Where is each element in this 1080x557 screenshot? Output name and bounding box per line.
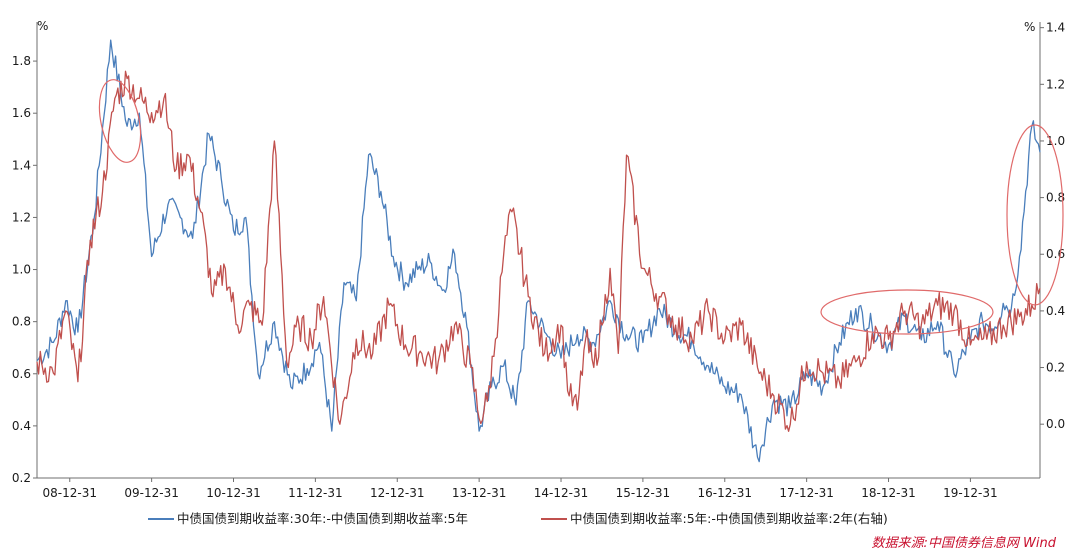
right-tick-label: 1.2	[1046, 77, 1065, 91]
left-tick-label: 0.8	[12, 315, 31, 329]
legend-label-5y-2y: 中债国债到期收益率:5年:-中债国债到期收益率:2年(右轴)	[570, 511, 888, 526]
legend: 中债国债到期收益率:30年:-中债国债到期收益率:5年 中债国债到期收益率:5年…	[148, 511, 888, 526]
series-line-5y-2y	[36, 70, 1041, 432]
x-axis-ticks: 08-12-31 09-12-31 10-12-31 11-12-31 12-12-31…	[43, 478, 998, 500]
left-tick-label: 1.6	[12, 106, 31, 120]
x-tick-label: 12-12-31	[370, 486, 424, 500]
left-tick-label: 0.4	[12, 419, 31, 433]
legend-label-30y-5y: 中债国债到期收益率:30年:-中债国债到期收益率:5年	[177, 511, 468, 526]
right-tick-label: 0.8	[1046, 191, 1065, 205]
right-axis-ticks: 0.0 0.2 0.4 0.6 0.8 1.0 1.2 1.4	[1040, 21, 1065, 431]
series-layer	[36, 39, 1041, 463]
left-tick-label: 0.6	[12, 367, 31, 381]
x-tick-label: 14-12-31	[534, 486, 588, 500]
right-tick-label: 1.4	[1046, 21, 1065, 35]
annotations	[98, 79, 1064, 335]
right-tick-label: 1.0	[1046, 134, 1065, 148]
right-tick-label: 0.6	[1046, 247, 1065, 261]
ellipse-2019-end	[1006, 124, 1064, 306]
left-axis-unit: %	[37, 19, 48, 33]
left-tick-label: 1.4	[12, 158, 31, 172]
ellipse-2009	[98, 79, 142, 163]
series-line-30y-5y	[36, 39, 1041, 463]
x-tick-label: 08-12-31	[43, 486, 97, 500]
right-axis-unit: %	[1024, 20, 1035, 34]
data-source: 数据来源:中国债券信息网 Wind	[872, 535, 1057, 551]
right-tick-label: 0.4	[1046, 304, 1065, 318]
x-tick-label: 17-12-31	[779, 486, 833, 500]
left-tick-label: 1.0	[12, 263, 31, 277]
x-tick-label: 15-12-31	[616, 486, 670, 500]
left-tick-label: 1.2	[12, 210, 31, 224]
x-tick-label: 18-12-31	[861, 486, 915, 500]
x-tick-label: 13-12-31	[452, 486, 506, 500]
x-tick-label: 10-12-31	[206, 486, 260, 500]
left-tick-label: 0.2	[12, 471, 31, 485]
x-tick-label: 19-12-31	[943, 486, 997, 500]
x-tick-label: 16-12-31	[698, 486, 752, 500]
left-axis-ticks: 0.2 0.4 0.6 0.8 1.0 1.2 1.4 1.6 1.8	[12, 54, 37, 485]
left-tick-label: 1.8	[12, 54, 31, 68]
right-tick-label: 0.0	[1046, 417, 1065, 431]
right-tick-label: 0.2	[1046, 361, 1065, 375]
ellipse-2018	[820, 289, 994, 335]
x-tick-label: 09-12-31	[124, 486, 178, 500]
x-tick-label: 11-12-31	[288, 486, 342, 500]
